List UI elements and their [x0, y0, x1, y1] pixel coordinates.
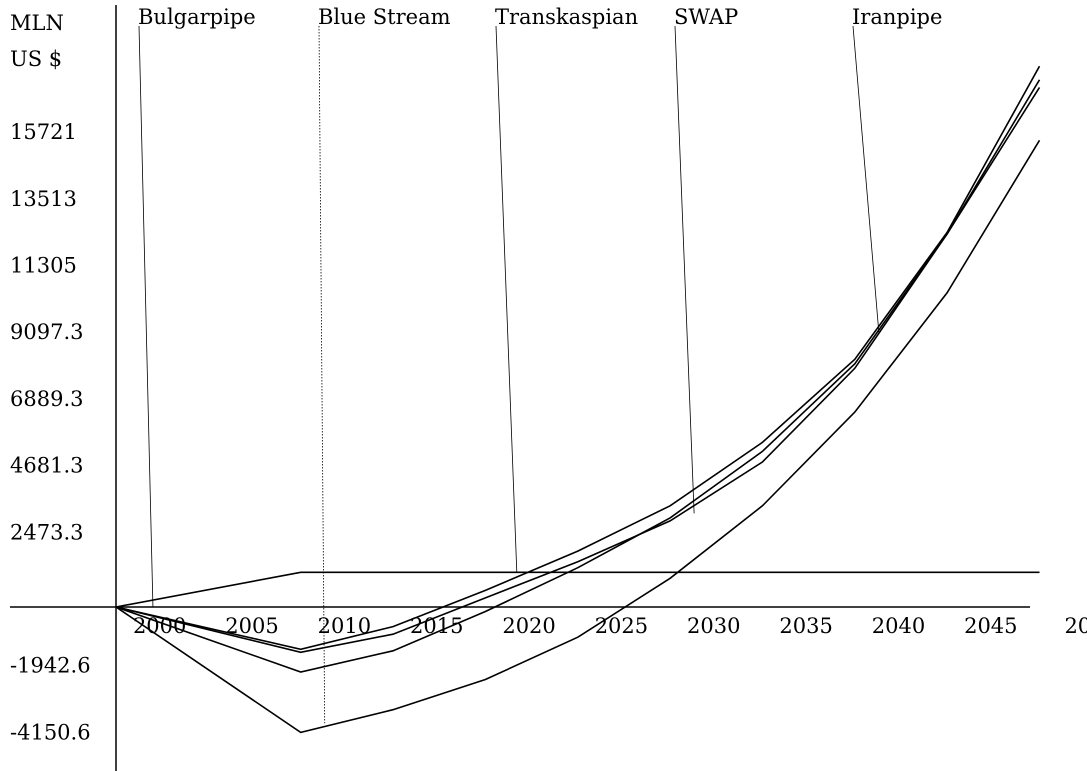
- y-tick-label: 2473.3: [10, 520, 83, 544]
- x-tick-label: 2000: [133, 614, 186, 638]
- y-tick-label: 6889.3: [10, 387, 83, 411]
- annotation-leader-4: [674, 25, 695, 514]
- axes: [10, 5, 1030, 771]
- x-tick-label: 2015: [410, 614, 463, 638]
- x-tick-label: 2030: [687, 614, 740, 638]
- series-line-2: [115, 139, 1041, 734]
- series-line-5: [115, 65, 1041, 651]
- y-tick-label: 13513: [10, 187, 77, 211]
- x-tick-label: 2045: [964, 614, 1017, 638]
- series-line-1: [115, 571, 1040, 608]
- annotation-label-4: SWAP: [674, 5, 738, 29]
- y-tick-label: 11305: [10, 253, 77, 277]
- y-axis-label: MLN US $: [10, 11, 64, 71]
- y-tick-label: 9097.3: [10, 320, 83, 344]
- x-tick-label: 2005: [225, 614, 278, 638]
- annotation-leader-1: [138, 25, 154, 608]
- annotation-label-5: Iranpipe: [852, 5, 942, 29]
- annotation-label-1: Bulgarpipe: [138, 5, 256, 29]
- x-tick-label: 2040: [872, 614, 925, 638]
- y-tick-label: 4681.3: [10, 454, 83, 478]
- series-line-4: [115, 79, 1041, 654]
- tick-labels: 2000 2005 2010 2015 2020 2025 2030 2035 2040 2045…: [10, 120, 1087, 744]
- x-tick-label: 2050: [1064, 614, 1087, 638]
- series-line-3: [115, 86, 1041, 673]
- x-tick-label: 2025: [595, 614, 648, 638]
- y-label-line: MLN: [10, 11, 64, 35]
- series-lines: [115, 65, 1041, 734]
- annotation-leader-5: [852, 25, 880, 333]
- y-label-line: US $: [10, 47, 62, 71]
- annotations: Bulgarpipe Blue Stream Transkaspian SWAP Ira…: [138, 5, 942, 724]
- annotation-label-3: Transkaspian: [495, 5, 638, 29]
- y-tick-label: -4150.6: [10, 720, 91, 744]
- y-tick-label: -1942.6: [10, 654, 91, 678]
- x-tick-label: 2035: [779, 614, 832, 638]
- x-tick-label: 2020: [502, 614, 555, 638]
- annotation-leader-2: [318, 25, 326, 724]
- x-tick-label: 2010: [318, 614, 371, 638]
- annotation-leader-3: [495, 25, 518, 573]
- annotation-label-2: Blue Stream: [318, 5, 451, 29]
- y-tick-label: 15721: [10, 120, 77, 144]
